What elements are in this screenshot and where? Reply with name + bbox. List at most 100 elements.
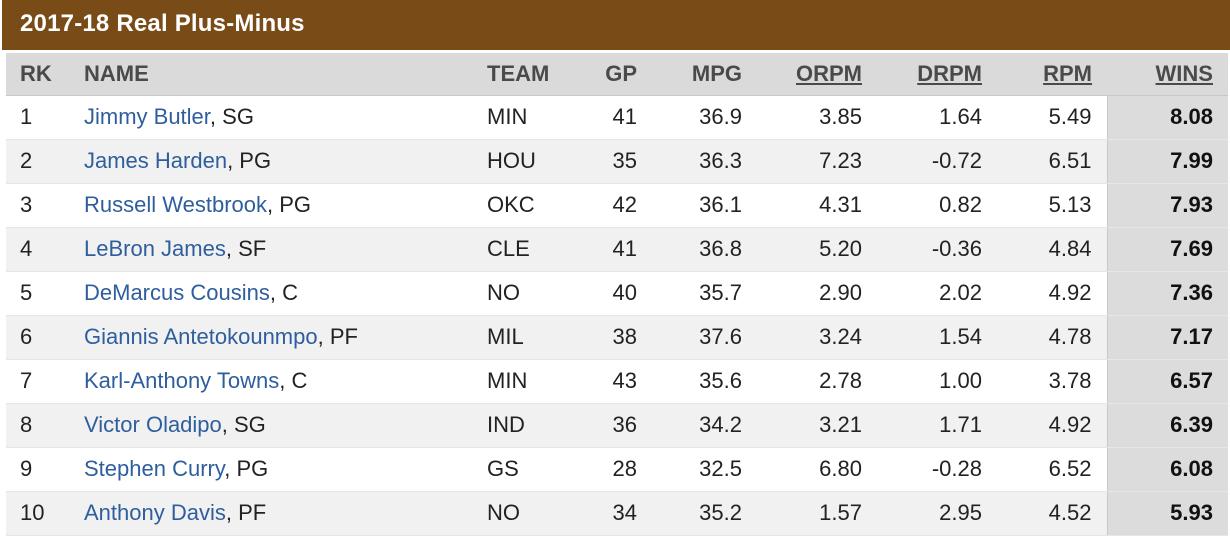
- cell-team: IND: [477, 403, 582, 448]
- column-header-drpm[interactable]: DRPM: [877, 53, 997, 96]
- cell-gp: 41: [582, 227, 652, 272]
- sort-link-rpm[interactable]: RPM: [1043, 60, 1092, 86]
- player-link[interactable]: Giannis Antetokounmpo: [84, 324, 318, 349]
- cell-team: CLE: [477, 227, 582, 272]
- cell-gp: 38: [582, 315, 652, 360]
- cell-mpg: 36.3: [652, 139, 757, 184]
- player-position: , PF: [225, 500, 267, 525]
- player-link[interactable]: DeMarcus Cousins: [84, 280, 270, 305]
- column-header-orpm[interactable]: ORPM: [757, 53, 877, 96]
- cell-name: DeMarcus Cousins, C: [74, 271, 477, 316]
- cell-gp: 41: [582, 95, 652, 140]
- cell-wins: 7.69: [1106, 227, 1228, 272]
- table-row: 10 Anthony Davis, PF NO 34 35.2 1.57 2.95 4.52 5…: [6, 491, 1228, 536]
- cell-gp: 34: [582, 491, 652, 536]
- cell-orpm: 3.24: [757, 315, 877, 360]
- cell-rank: 8: [6, 403, 74, 448]
- cell-rpm: 4.92: [997, 271, 1107, 316]
- player-position: , C: [269, 280, 298, 305]
- cell-gp: 43: [582, 359, 652, 404]
- column-header-wins[interactable]: WINS: [1107, 53, 1228, 96]
- cell-mpg: 35.6: [652, 359, 757, 404]
- table-row: 3 Russell Westbrook, PG OKC 42 36.1 4.31 0.82 5…: [6, 183, 1228, 228]
- table-row: 8 Victor Oladipo, SG IND 36 34.2 3.21 1.71 4.92…: [6, 403, 1228, 448]
- cell-rank: 3: [6, 183, 74, 228]
- column-header-gp: GP: [582, 53, 652, 96]
- cell-mpg: 36.8: [652, 227, 757, 272]
- cell-wins: 7.36: [1106, 271, 1228, 316]
- cell-orpm: 6.80: [757, 447, 877, 492]
- column-header-team: TEAM: [477, 53, 582, 96]
- table-row: 1 Jimmy Butler, SG MIN 41 36.9 3.85 1.64 5.49 8.…: [6, 95, 1228, 140]
- cell-name: Stephen Curry, PG: [74, 447, 477, 492]
- cell-team: NO: [477, 491, 582, 536]
- player-link[interactable]: Anthony Davis: [84, 500, 226, 525]
- cell-rpm: 4.78: [997, 315, 1107, 360]
- column-header-rpm[interactable]: RPM: [997, 53, 1107, 96]
- cell-rank: 5: [6, 271, 74, 316]
- player-position: , PG: [267, 192, 312, 217]
- player-position: , PG: [227, 148, 272, 173]
- cell-wins: 7.99: [1106, 139, 1228, 184]
- table-row: 6 Giannis Antetokounmpo, PF MIL 38 37.6 3.24 1…: [6, 315, 1228, 360]
- cell-drpm: 1.64: [877, 95, 997, 140]
- cell-orpm: 1.57: [757, 491, 877, 536]
- cell-wins: 7.93: [1106, 183, 1228, 228]
- cell-mpg: 36.9: [652, 95, 757, 140]
- rpm-table: RK NAME TEAM GP MPG ORPM DRPM RPM WINS 1…: [6, 53, 1228, 536]
- column-header-rk: RK: [6, 53, 74, 96]
- cell-name: Anthony Davis, PF: [74, 491, 477, 536]
- cell-wins: 8.08: [1106, 95, 1228, 140]
- cell-name: Giannis Antetokounmpo, PF: [74, 315, 477, 360]
- cell-drpm: 1.54: [877, 315, 997, 360]
- cell-name: Victor Oladipo, SG: [74, 403, 477, 448]
- player-link[interactable]: Stephen Curry: [84, 456, 225, 481]
- cell-drpm: 2.95: [877, 491, 997, 536]
- cell-orpm: 2.90: [757, 271, 877, 316]
- cell-name: James Harden, PG: [74, 139, 477, 184]
- sort-link-wins[interactable]: WINS: [1155, 60, 1213, 86]
- player-link[interactable]: LeBron James: [84, 236, 226, 261]
- cell-drpm: -0.28: [877, 447, 997, 492]
- cell-mpg: 35.7: [652, 271, 757, 316]
- cell-name: Russell Westbrook, PG: [74, 183, 477, 228]
- cell-rank: 9: [6, 447, 74, 492]
- cell-name: Karl-Anthony Towns, C: [74, 359, 477, 404]
- cell-rpm: 5.13: [997, 183, 1107, 228]
- player-link[interactable]: Karl-Anthony Towns: [84, 368, 280, 393]
- cell-rank: 4: [6, 227, 74, 272]
- cell-name: LeBron James, SF: [74, 227, 477, 272]
- cell-team: MIL: [477, 315, 582, 360]
- cell-name: Jimmy Butler, SG: [74, 95, 477, 140]
- cell-rpm: 4.52: [997, 491, 1107, 536]
- cell-orpm: 5.20: [757, 227, 877, 272]
- cell-team: HOU: [477, 139, 582, 184]
- cell-rpm: 4.84: [997, 227, 1107, 272]
- cell-rank: 6: [6, 315, 74, 360]
- table-title: 2017-18 Real Plus-Minus: [20, 10, 305, 37]
- cell-wins: 5.93: [1106, 491, 1228, 536]
- sort-link-orpm[interactable]: ORPM: [796, 60, 862, 86]
- cell-rpm: 6.51: [997, 139, 1107, 184]
- cell-gp: 36: [582, 403, 652, 448]
- cell-team: NO: [477, 271, 582, 316]
- table-row: 5 DeMarcus Cousins, C NO 40 35.7 2.90 2.02 4.92…: [6, 271, 1228, 316]
- cell-orpm: 7.23: [757, 139, 877, 184]
- player-link[interactable]: Victor Oladipo: [84, 412, 222, 437]
- player-link[interactable]: James Harden: [84, 148, 228, 173]
- cell-rpm: 4.92: [997, 403, 1107, 448]
- cell-mpg: 35.2: [652, 491, 757, 536]
- title-bar: 2017-18 Real Plus-Minus: [2, 0, 1230, 50]
- column-header-mpg: MPG: [652, 53, 757, 96]
- cell-rank: 7: [6, 359, 74, 404]
- cell-team: MIN: [477, 95, 582, 140]
- table-row: 2 James Harden, PG HOU 35 36.3 7.23 -0.72 6.51 7…: [6, 139, 1228, 184]
- cell-orpm: 3.85: [757, 95, 877, 140]
- cell-orpm: 2.78: [757, 359, 877, 404]
- player-link[interactable]: Russell Westbrook: [84, 192, 267, 217]
- cell-mpg: 36.1: [652, 183, 757, 228]
- player-link[interactable]: Jimmy Butler: [84, 104, 210, 129]
- cell-drpm: 0.82: [877, 183, 997, 228]
- sort-link-drpm[interactable]: DRPM: [917, 60, 982, 86]
